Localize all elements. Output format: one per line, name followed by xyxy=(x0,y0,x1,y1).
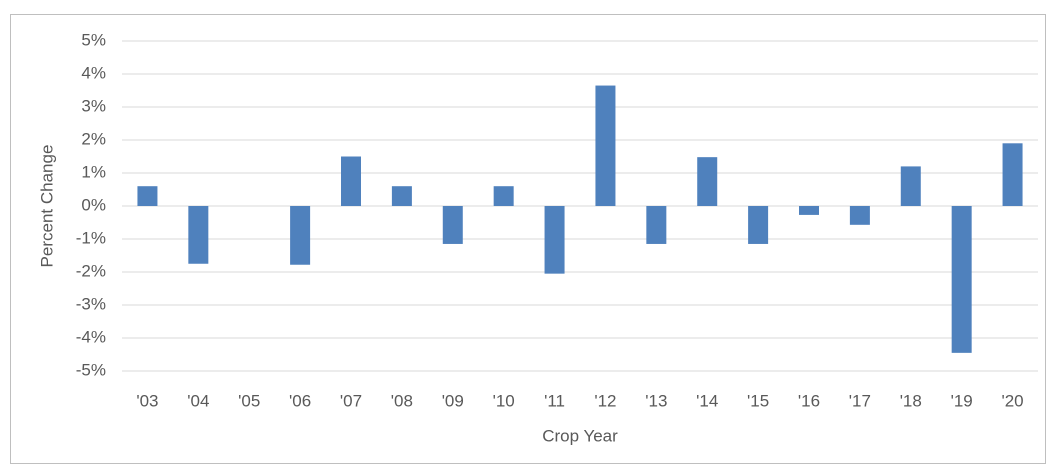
x-tick-label: '13 xyxy=(645,391,667,410)
bar xyxy=(493,186,514,206)
y-tick-label: 4% xyxy=(81,63,106,82)
x-tick-label: '11 xyxy=(544,391,565,410)
bar xyxy=(849,206,870,225)
bar xyxy=(137,186,158,206)
x-tick-label: '17 xyxy=(849,391,871,410)
bar xyxy=(544,206,565,274)
bar xyxy=(595,85,616,206)
x-tick-label: '03 xyxy=(136,391,158,410)
y-tick-label: -1% xyxy=(76,228,106,247)
x-tick-label: '10 xyxy=(493,391,515,410)
y-tick-label: 2% xyxy=(81,129,106,148)
bar xyxy=(442,206,463,244)
x-tick-label: '18 xyxy=(900,391,922,410)
y-tick-label: -5% xyxy=(76,360,106,379)
y-tick-label: -2% xyxy=(76,261,106,280)
x-tick-label: '06 xyxy=(289,391,311,410)
bar xyxy=(748,206,769,244)
y-tick-label: -3% xyxy=(76,294,106,313)
x-tick-label: '08 xyxy=(391,391,413,410)
y-axis-label: Percent Change xyxy=(37,145,56,268)
bar xyxy=(697,157,718,206)
y-tick-label: 1% xyxy=(81,162,106,181)
bar xyxy=(188,206,209,264)
bar xyxy=(900,166,921,206)
bar xyxy=(341,156,361,206)
bar xyxy=(646,206,667,244)
bar xyxy=(290,206,311,265)
bar xyxy=(799,206,819,215)
x-tick-label: '15 xyxy=(747,391,769,410)
x-tick-label: '19 xyxy=(951,391,973,410)
x-tick-label: '05 xyxy=(238,391,260,410)
bar xyxy=(391,186,412,206)
x-tick-label: '07 xyxy=(340,391,362,410)
bar xyxy=(951,206,972,353)
x-tick-label: '14 xyxy=(696,391,718,410)
x-tick-label: '04 xyxy=(187,391,209,410)
x-tick-label: '20 xyxy=(1001,391,1023,410)
y-tick-label: 3% xyxy=(81,96,106,115)
x-tick-label: '09 xyxy=(442,391,464,410)
x-tick-label: '12 xyxy=(594,391,616,410)
bar xyxy=(1002,143,1023,206)
y-tick-label: -4% xyxy=(76,327,106,346)
y-tick-label: 0% xyxy=(81,195,106,214)
x-tick-label: '16 xyxy=(798,391,820,410)
y-tick-label: 5% xyxy=(81,30,106,49)
x-axis-label: Crop Year xyxy=(542,426,618,445)
